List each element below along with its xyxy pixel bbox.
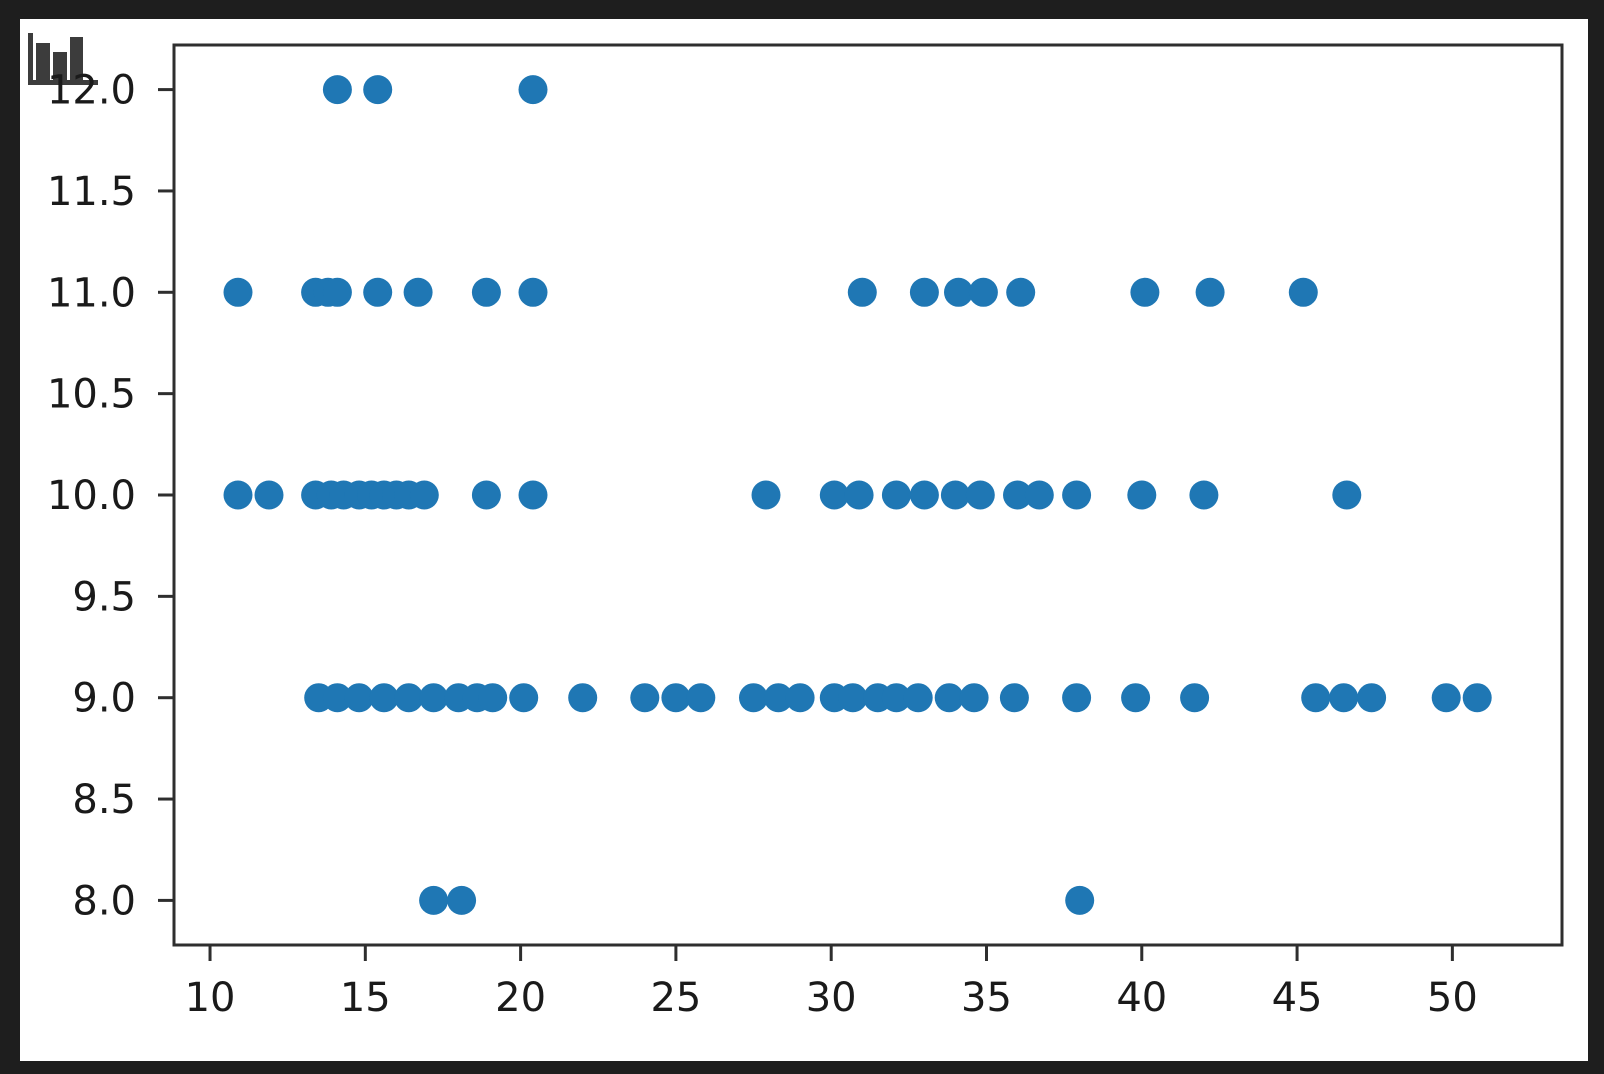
scatter-point — [881, 683, 911, 713]
scatter-point — [344, 683, 374, 713]
scatter-point — [1329, 683, 1359, 713]
scatter-point — [1062, 683, 1092, 713]
scatter-point — [471, 277, 501, 307]
y-tick-label: 10.5 — [47, 372, 136, 418]
scatter-point — [847, 277, 877, 307]
scatter-point — [409, 480, 439, 510]
scatter-point — [785, 683, 815, 713]
x-tick-label: 25 — [650, 975, 701, 1021]
scatter-point — [518, 75, 548, 105]
scatter-point — [223, 480, 253, 510]
bar-chart-icon-x-axis — [28, 80, 98, 85]
scatter-point — [965, 480, 995, 510]
scatter-point — [661, 683, 691, 713]
x-tick-label: 30 — [806, 975, 857, 1021]
scatter-point — [509, 683, 539, 713]
scatter-point — [1431, 683, 1461, 713]
scatter-point — [447, 885, 477, 915]
bar-chart-icon-bar-1 — [36, 43, 50, 82]
scatter-point — [630, 683, 660, 713]
scatter-point — [1288, 277, 1318, 307]
y-tick-label: 9.5 — [72, 574, 136, 620]
y-tick-label: 8.5 — [72, 777, 136, 823]
scatter-point — [819, 480, 849, 510]
x-tick-label: 45 — [1272, 975, 1323, 1021]
scatter-point — [322, 75, 352, 105]
scatter-point — [363, 75, 393, 105]
scatter-point — [254, 480, 284, 510]
bar-chart-icon — [28, 33, 98, 85]
scatter-point — [909, 277, 939, 307]
scatter-point — [1180, 683, 1210, 713]
scatter-point — [1462, 683, 1492, 713]
y-tick-label: 8.0 — [72, 878, 136, 924]
scatter-point — [1189, 480, 1219, 510]
scatter-point — [968, 277, 998, 307]
scatter-point — [394, 683, 424, 713]
y-tick-label: 12.0 — [47, 68, 136, 114]
scatter-point — [322, 683, 352, 713]
scatter-point — [940, 480, 970, 510]
bar-chart-icon-bar-2 — [53, 52, 67, 82]
scatter-point — [518, 480, 548, 510]
scatter-point — [322, 277, 352, 307]
scatter-point — [959, 683, 989, 713]
scatter-chart: 10 15 20 25 30 35 40 45 50 8.0 8.5 9.0 9.5 10.0 10.5 11… — [28, 33, 1564, 1021]
scatter-point — [369, 683, 399, 713]
scatter-point — [1065, 885, 1095, 915]
scatter-point — [934, 683, 964, 713]
scatter-point — [999, 683, 1029, 713]
scatter-point — [471, 480, 501, 510]
scatter-point — [944, 277, 973, 307]
scatter-point — [1006, 277, 1036, 307]
scatter-point — [419, 683, 449, 713]
scatter-point — [1062, 480, 1092, 510]
scatter-point — [1130, 277, 1160, 307]
scatter-point — [1357, 683, 1387, 713]
x-tick-label: 40 — [1116, 975, 1167, 1021]
y-tick-label: 10.0 — [47, 473, 136, 519]
scatter-point — [1024, 480, 1054, 510]
bar-chart-icon-bar-3 — [70, 37, 83, 82]
plot-area: 10 15 20 25 30 35 40 45 50 8.0 8.5 9.0 9.5 10.0 10.5 11… — [47, 43, 1564, 1021]
scatter-point — [751, 480, 781, 510]
x-tick-label: 20 — [495, 975, 546, 1021]
scatter-point — [1121, 683, 1151, 713]
scatter-point — [478, 683, 508, 713]
x-tick-label: 10 — [185, 975, 236, 1021]
x-tick-label: 15 — [340, 975, 391, 1021]
y-tick-label: 11.5 — [47, 169, 136, 215]
scatter-point — [739, 683, 768, 713]
scatter-point — [881, 480, 911, 510]
scatter-point — [363, 277, 393, 307]
scatter-point — [403, 277, 433, 307]
scatter-point — [1332, 480, 1362, 510]
scatter-point — [518, 277, 548, 307]
scatter-point — [1195, 277, 1225, 307]
scatter-point — [838, 683, 868, 713]
figure: 10 15 20 25 30 35 40 45 50 8.0 8.5 9.0 9.5 10.0 10.5 11… — [20, 19, 1588, 1061]
scatter-point — [844, 480, 874, 510]
scatter-point — [686, 683, 716, 713]
y-tick-label: 11.0 — [47, 270, 136, 316]
scatter-point — [909, 480, 939, 510]
y-tick-label: 9.0 — [72, 676, 136, 722]
scatter-point — [1003, 480, 1032, 510]
scatter-point — [568, 683, 598, 713]
x-tick-label: 35 — [961, 975, 1012, 1021]
scatter-point — [1127, 480, 1157, 510]
scatter-point — [223, 277, 253, 307]
scatter-point — [1301, 683, 1331, 713]
scatter-point — [419, 885, 449, 915]
x-tick-label: 50 — [1427, 975, 1478, 1021]
bar-chart-icon-y-axis — [28, 33, 33, 85]
scatter-point — [903, 683, 933, 713]
scatter-point — [763, 683, 793, 713]
